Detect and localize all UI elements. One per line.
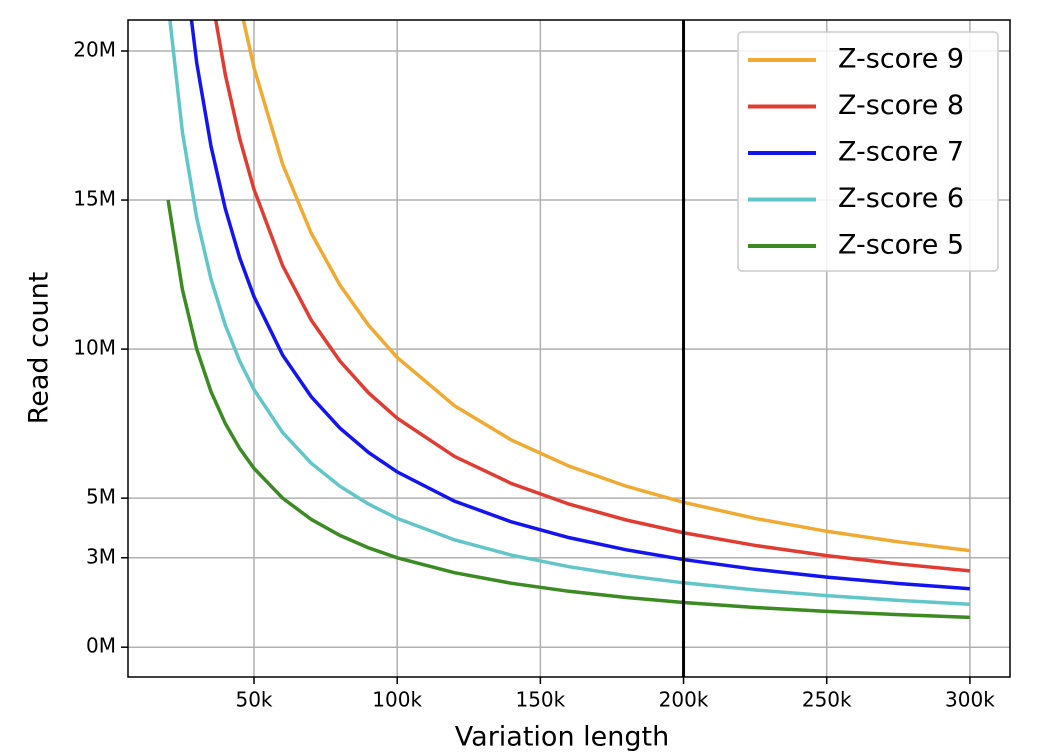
x-tick-label: 250k <box>802 688 852 712</box>
x-tick-label: 50k <box>235 688 272 712</box>
plot-frame <box>127 19 1011 678</box>
legend-label: Z-score 8 <box>838 90 964 121</box>
x-axis-label: Variation length <box>455 722 669 753</box>
legend-label: Z-score 9 <box>838 44 964 75</box>
legend: Z-score 9 Z-score 8 Z-score 7 Z-score 6 Z-sc… <box>737 31 999 272</box>
x-tick-label: 300k <box>945 688 995 712</box>
series-line <box>168 20 971 607</box>
legend-label: Z-score 7 <box>838 137 964 168</box>
y-tick-label: 10M <box>73 336 116 360</box>
series-line <box>166 199 970 620</box>
x-tick-label: 200k <box>659 688 709 712</box>
y-tick-label: 15M <box>73 187 116 211</box>
series-line <box>189 20 971 591</box>
y-tick-label: 5M <box>86 485 116 509</box>
x-tick-label: 150k <box>515 688 565 712</box>
x-tick-label: 100k <box>372 688 422 712</box>
y-tick-label: 20M <box>73 38 116 62</box>
legend-label: Z-score 5 <box>838 230 964 261</box>
y-axis-label: Read count <box>24 272 55 425</box>
y-tick-label: 0M <box>86 634 116 658</box>
legend-box <box>737 31 999 272</box>
y-tick-label: 3M <box>86 544 116 568</box>
legend-label: Z-score 6 <box>838 183 964 214</box>
series-line <box>241 20 971 553</box>
